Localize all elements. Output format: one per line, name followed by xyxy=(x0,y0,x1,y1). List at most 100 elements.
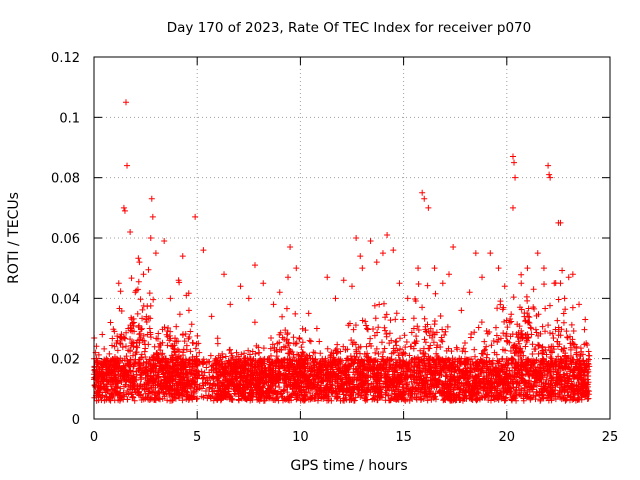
data-point xyxy=(569,304,576,311)
data-point xyxy=(487,386,494,393)
data-point xyxy=(140,369,147,376)
data-point xyxy=(484,351,491,358)
data-point xyxy=(516,380,523,387)
data-point xyxy=(350,326,357,333)
data-point xyxy=(484,330,491,337)
data-point xyxy=(159,350,166,357)
data-point xyxy=(233,358,240,365)
data-point xyxy=(127,356,134,363)
data-point xyxy=(451,376,458,383)
data-point xyxy=(272,367,279,374)
data-point xyxy=(343,365,350,372)
data-point xyxy=(294,351,301,358)
data-point xyxy=(386,330,393,337)
data-point xyxy=(238,374,245,381)
data-point xyxy=(510,294,517,301)
data-point xyxy=(503,356,510,363)
data-point xyxy=(520,397,527,404)
data-point xyxy=(101,345,108,352)
data-point xyxy=(527,324,534,331)
data-point xyxy=(422,339,429,346)
data-point xyxy=(556,389,563,396)
data-point xyxy=(581,341,588,348)
data-point xyxy=(146,325,153,332)
data-point xyxy=(355,384,362,391)
data-point xyxy=(143,366,150,373)
data-point xyxy=(371,371,378,378)
data-point xyxy=(284,360,291,367)
data-point xyxy=(306,382,313,389)
data-point xyxy=(508,376,515,383)
data-point xyxy=(509,331,516,338)
data-point xyxy=(228,350,235,357)
data-point xyxy=(382,327,389,334)
data-point xyxy=(206,384,213,391)
data-point xyxy=(373,383,380,390)
data-point xyxy=(522,343,529,350)
data-point xyxy=(152,394,159,401)
data-point xyxy=(124,387,131,394)
data-point xyxy=(535,332,542,339)
data-point xyxy=(110,367,117,374)
data-point xyxy=(408,329,415,336)
data-point xyxy=(417,396,424,403)
data-point xyxy=(431,321,438,328)
data-point xyxy=(265,392,272,399)
data-point xyxy=(445,356,452,363)
data-point xyxy=(178,375,185,382)
data-point xyxy=(489,392,496,399)
data-point xyxy=(305,385,312,392)
data-point xyxy=(375,324,382,331)
data-point xyxy=(159,326,166,333)
data-point xyxy=(290,383,297,390)
data-point xyxy=(134,390,141,397)
data-point xyxy=(442,396,449,403)
data-point xyxy=(502,347,509,354)
data-point xyxy=(410,345,417,352)
data-point xyxy=(355,357,362,364)
data-point xyxy=(499,306,506,313)
data-point xyxy=(364,325,371,332)
data-point xyxy=(398,364,405,371)
data-point xyxy=(386,366,393,373)
data-point xyxy=(275,389,282,396)
data-point xyxy=(339,363,346,370)
data-point xyxy=(385,384,392,391)
data-point xyxy=(537,396,544,403)
data-point xyxy=(130,368,137,375)
data-point xyxy=(429,381,436,388)
data-point xyxy=(177,355,184,362)
data-point xyxy=(497,375,504,382)
data-point xyxy=(567,357,574,364)
data-point xyxy=(296,335,303,342)
data-point xyxy=(541,281,548,288)
data-point xyxy=(573,349,580,356)
data-point xyxy=(320,387,327,394)
data-point xyxy=(544,388,551,395)
data-point xyxy=(344,346,351,353)
data-point xyxy=(542,305,549,312)
data-point xyxy=(478,394,485,401)
data-point xyxy=(548,387,555,394)
data-point xyxy=(297,397,304,404)
data-point xyxy=(134,360,141,367)
data-point xyxy=(279,313,286,320)
data-point xyxy=(435,378,442,385)
data-point xyxy=(569,372,576,379)
data-point xyxy=(142,354,149,361)
data-point xyxy=(412,340,419,347)
data-point xyxy=(571,367,578,374)
data-point xyxy=(494,338,501,345)
data-point xyxy=(569,396,576,403)
data-point xyxy=(184,388,191,395)
data-point xyxy=(291,362,298,369)
data-point xyxy=(282,344,289,351)
data-point xyxy=(582,384,589,391)
data-point xyxy=(226,379,233,386)
data-point xyxy=(300,386,307,393)
data-point xyxy=(307,338,314,345)
data-point xyxy=(518,385,525,392)
data-point xyxy=(233,349,240,356)
data-point xyxy=(303,378,310,385)
